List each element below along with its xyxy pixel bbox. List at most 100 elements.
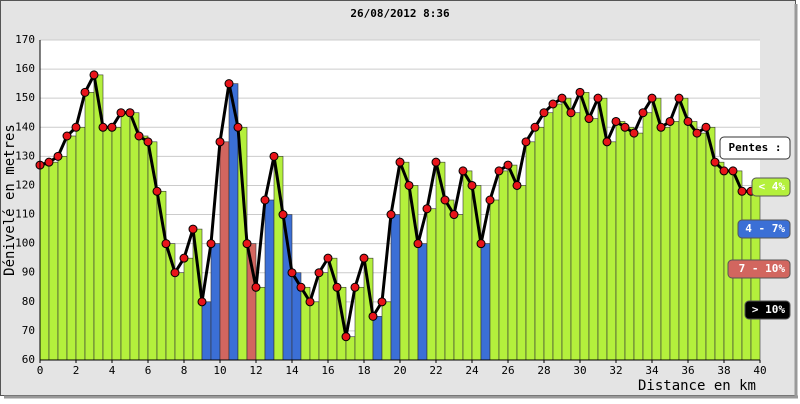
point-marker — [611, 116, 621, 126]
point-marker — [251, 282, 261, 292]
point-marker — [557, 93, 567, 103]
bar — [462, 170, 473, 361]
y-tick-label: 70 — [22, 324, 35, 337]
point-marker — [377, 297, 387, 307]
point-marker — [404, 180, 414, 190]
point-marker — [710, 157, 720, 167]
y-tick-label: 80 — [22, 295, 35, 308]
point-marker — [44, 157, 54, 167]
point-marker — [521, 137, 531, 147]
legend-title-box — [719, 136, 791, 160]
x-tick-label: 34 — [645, 364, 659, 377]
bar — [516, 185, 527, 361]
bar — [561, 97, 572, 361]
x-tick-label: 30 — [573, 364, 586, 377]
bar — [138, 135, 149, 361]
y-tick-label: 140 — [15, 120, 35, 133]
bar — [264, 199, 275, 361]
x-tick-label: 26 — [501, 364, 514, 377]
bar — [309, 301, 320, 361]
bar — [255, 286, 266, 361]
bar — [354, 286, 365, 361]
bar — [201, 301, 212, 361]
y-tick-label: 100 — [15, 237, 35, 250]
x-tick-label: 2 — [73, 364, 80, 377]
point-marker — [206, 239, 216, 249]
point-marker — [431, 157, 441, 167]
bar — [660, 126, 671, 361]
point-marker — [134, 131, 144, 141]
point-marker — [296, 282, 306, 292]
bar — [183, 257, 194, 361]
point-marker — [539, 108, 549, 118]
point-marker — [548, 99, 558, 109]
x-tick-label: 20 — [393, 364, 406, 377]
bar — [453, 214, 464, 361]
x-tick-label: 4 — [109, 364, 116, 377]
x-tick-label: 16 — [321, 364, 334, 377]
point-marker — [305, 297, 315, 307]
bar — [570, 112, 581, 361]
point-marker — [413, 239, 423, 249]
x-tick-label: 32 — [609, 364, 622, 377]
point-marker — [224, 79, 234, 89]
x-tick-label: 14 — [285, 364, 299, 377]
legend-swatch — [737, 219, 791, 239]
point-marker — [620, 122, 630, 132]
y-tick-label: 110 — [15, 208, 35, 221]
bar — [318, 272, 329, 361]
point-marker — [440, 195, 450, 205]
bar — [579, 92, 590, 361]
bar — [417, 243, 428, 361]
bar — [57, 156, 68, 361]
bar — [543, 112, 554, 361]
point-marker — [719, 166, 729, 176]
bar — [210, 243, 221, 361]
point-marker — [386, 210, 396, 220]
point-marker — [233, 122, 243, 132]
point-marker — [62, 131, 72, 141]
bar — [687, 121, 698, 361]
point-marker — [143, 137, 153, 147]
point-marker — [629, 128, 639, 138]
legend-label: < 4% — [759, 180, 786, 193]
point-marker — [449, 210, 459, 220]
point-marker — [179, 253, 189, 263]
point-marker — [683, 116, 693, 126]
point-marker — [422, 204, 432, 214]
bar — [444, 199, 455, 361]
bar — [480, 243, 491, 361]
point-marker — [125, 108, 135, 118]
bar — [642, 112, 653, 361]
bar — [633, 132, 644, 361]
point-marker — [215, 137, 225, 147]
point-marker — [278, 210, 288, 220]
bar — [678, 97, 689, 361]
bar — [669, 121, 680, 361]
bar — [552, 103, 563, 361]
legend-label: 7 - 10% — [739, 262, 786, 275]
legend-title: Pentes : — [729, 141, 782, 154]
point-marker — [674, 93, 684, 103]
point-marker — [575, 87, 585, 97]
bar — [615, 121, 626, 361]
point-marker — [503, 160, 513, 170]
point-marker — [566, 108, 576, 118]
legend-swatch — [727, 259, 791, 279]
bar — [372, 316, 383, 361]
x-tick-label: 38 — [717, 364, 730, 377]
bar — [534, 126, 545, 361]
point-marker — [188, 224, 198, 234]
point-marker — [332, 282, 342, 292]
point-marker — [692, 128, 702, 138]
point-marker — [197, 297, 207, 307]
point-marker — [512, 180, 522, 190]
x-tick-label: 24 — [465, 364, 479, 377]
point-marker — [647, 93, 657, 103]
point-marker — [260, 195, 270, 205]
point-marker — [530, 122, 540, 132]
bar — [588, 118, 599, 361]
bar — [606, 141, 617, 361]
bar — [399, 161, 410, 361]
